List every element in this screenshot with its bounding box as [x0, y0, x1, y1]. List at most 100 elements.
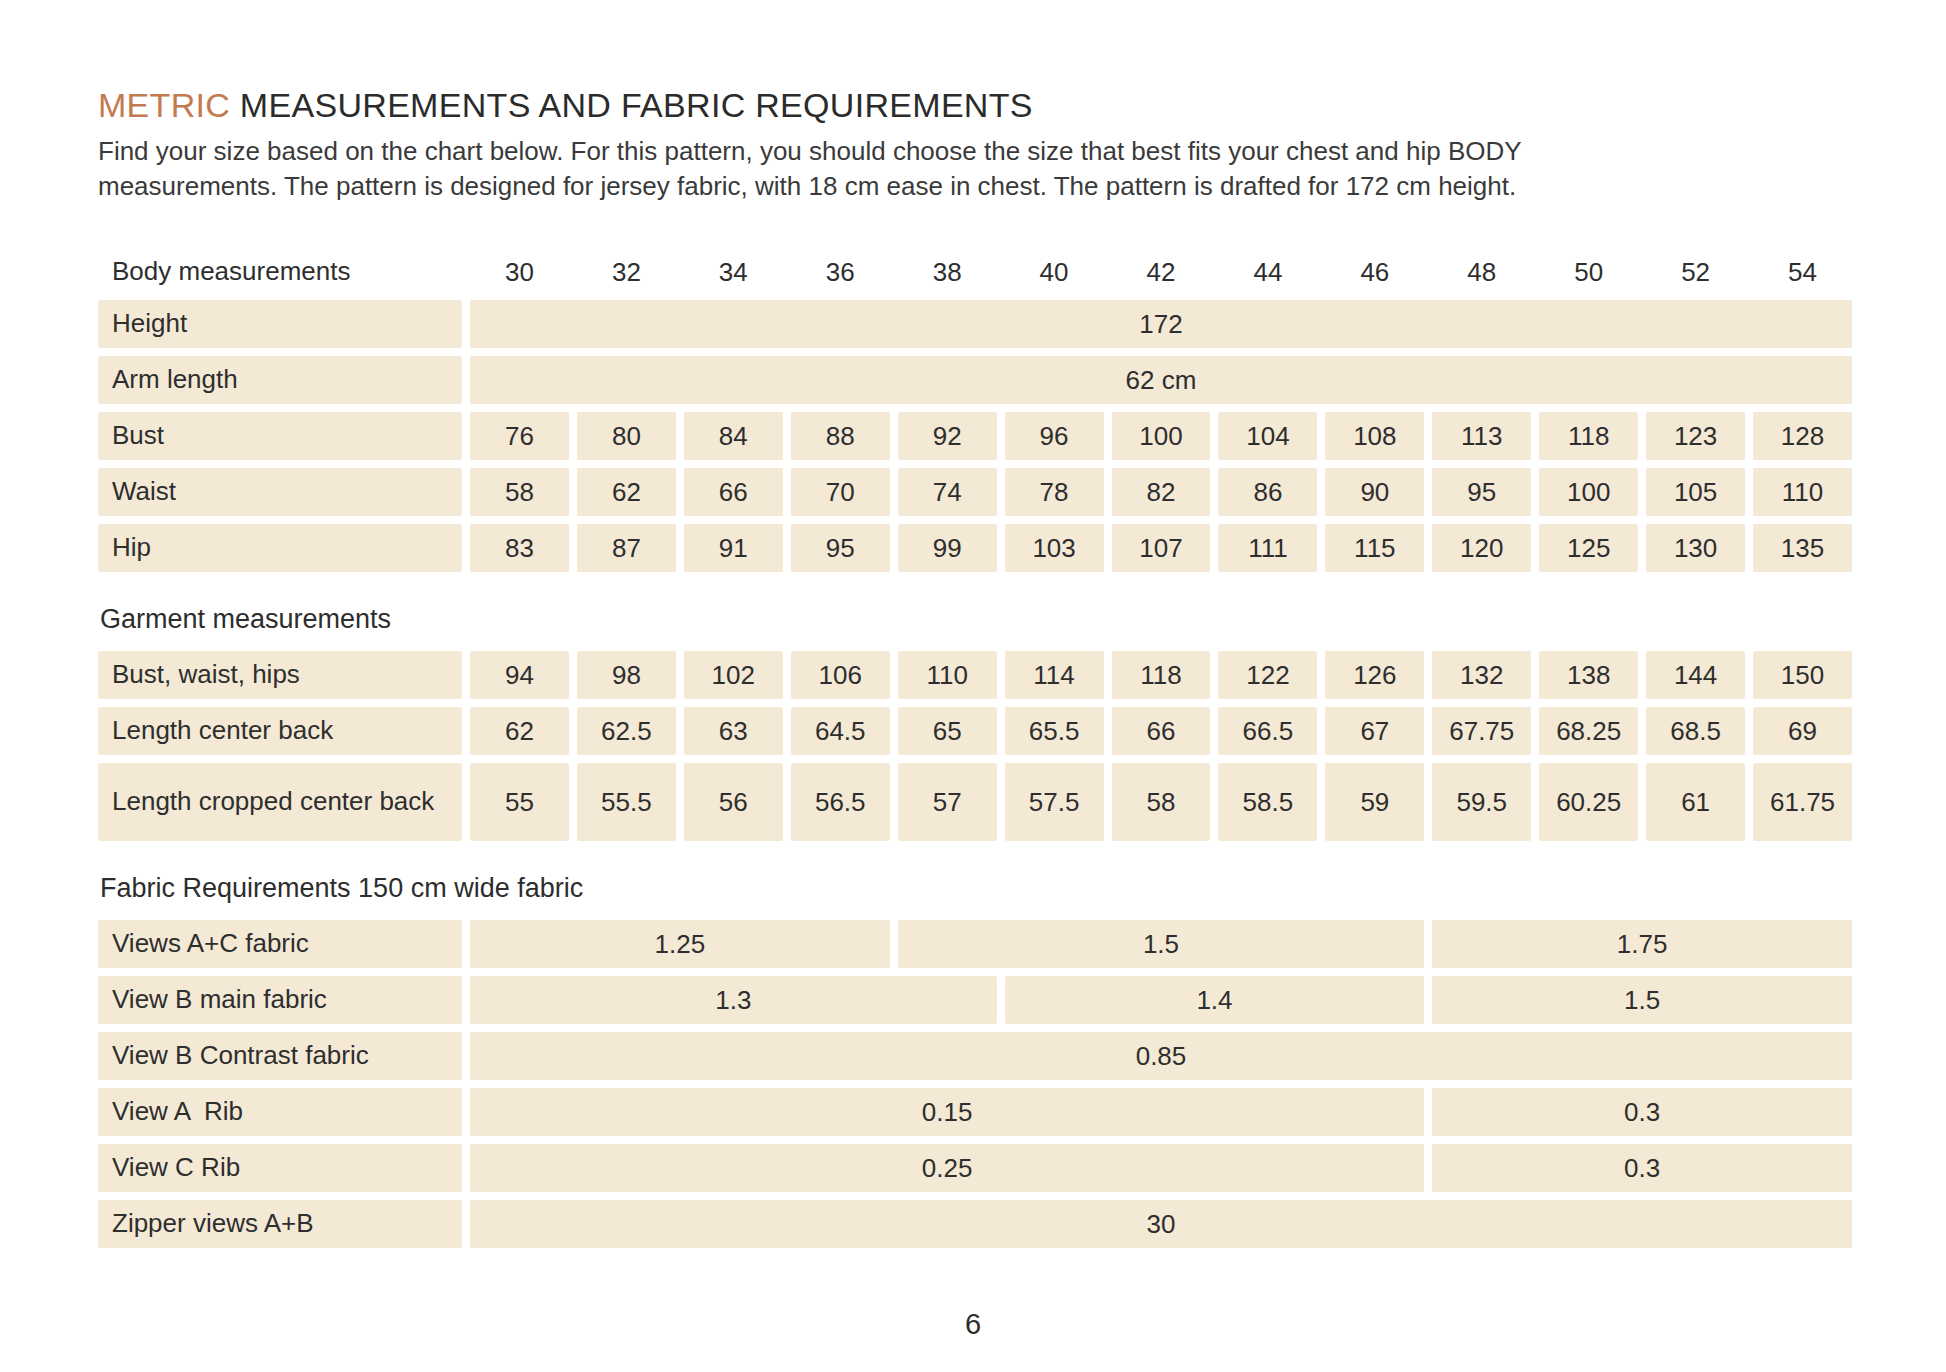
- page-title-rest: MEASUREMENTS AND FABRIC REQUIREMENTS: [230, 86, 1033, 124]
- value-cell: 110: [1753, 468, 1852, 516]
- value-cell: 115: [1325, 524, 1424, 572]
- table-row: Length center back6262.56364.56565.56666…: [98, 707, 1852, 755]
- value-cell: 120: [1432, 524, 1531, 572]
- value-cell: 98: [577, 651, 676, 699]
- row-label: Waist: [98, 468, 462, 516]
- table-row: Height172: [98, 300, 1852, 348]
- value-cell: 65.5: [1005, 707, 1104, 755]
- value-cell: 67.75: [1432, 707, 1531, 755]
- value-cell: 172: [470, 300, 1852, 348]
- value-cell: 91: [684, 524, 783, 572]
- table-row: View A Rib0.150.3: [98, 1088, 1852, 1136]
- value-cell: 1.75: [1432, 920, 1852, 968]
- value-cell: 108: [1325, 412, 1424, 460]
- value-cell: 110: [898, 651, 997, 699]
- intro-paragraph: Find your size based on the chart below.…: [98, 134, 1852, 204]
- value-cell: 123: [1646, 412, 1745, 460]
- value-cell: 104: [1218, 412, 1317, 460]
- row-label: Bust: [98, 412, 462, 460]
- value-cell: 58.5: [1218, 763, 1317, 841]
- value-cell: 1.5: [898, 920, 1425, 968]
- value-cell: 62.5: [577, 707, 676, 755]
- size-column-header: 30: [470, 250, 569, 294]
- value-cell: 56.5: [791, 763, 890, 841]
- value-cell: 0.15: [470, 1088, 1424, 1136]
- page-title: METRIC MEASUREMENTS AND FABRIC REQUIREME…: [98, 86, 1852, 125]
- value-cell: 150: [1753, 651, 1852, 699]
- size-column-header: 38: [898, 250, 997, 294]
- value-cell: 90: [1325, 468, 1424, 516]
- value-cell: 88: [791, 412, 890, 460]
- page-number: 6: [0, 1308, 1946, 1341]
- size-column-header: 34: [684, 250, 783, 294]
- value-cell: 96: [1005, 412, 1104, 460]
- value-cell: 0.3: [1432, 1144, 1852, 1192]
- value-cell: 57: [898, 763, 997, 841]
- page-title-accent: METRIC: [98, 86, 230, 124]
- row-label: Views A+C fabric: [98, 920, 462, 968]
- value-cell: 61: [1646, 763, 1745, 841]
- row-label: View B main fabric: [98, 976, 462, 1024]
- value-cell: 130: [1646, 524, 1745, 572]
- value-cell: 100: [1539, 468, 1638, 516]
- value-cell: 95: [1432, 468, 1531, 516]
- value-cell: 64.5: [791, 707, 890, 755]
- value-cell: 61.75: [1753, 763, 1852, 841]
- value-cell: 111: [1218, 524, 1317, 572]
- size-chart-table: Body measurements30323436384042444648505…: [98, 250, 1852, 1248]
- value-cell: 87: [577, 524, 676, 572]
- section-header: Fabric Requirements 150 cm wide fabric: [98, 849, 1852, 920]
- value-cell: 76: [470, 412, 569, 460]
- value-cell: 62 cm: [470, 356, 1852, 404]
- size-column-header: 44: [1218, 250, 1317, 294]
- value-cell: 1.3: [470, 976, 997, 1024]
- size-column-header: 46: [1325, 250, 1424, 294]
- value-cell: 128: [1753, 412, 1852, 460]
- value-cell: 68.25: [1539, 707, 1638, 755]
- value-cell: 107: [1112, 524, 1211, 572]
- value-cell: 66: [684, 468, 783, 516]
- value-cell: 58: [470, 468, 569, 516]
- value-cell: 66: [1112, 707, 1211, 755]
- table-row: Bust, waist, hips94981021061101141181221…: [98, 651, 1852, 699]
- page-content: METRIC MEASUREMENTS AND FABRIC REQUIREME…: [98, 86, 1852, 1256]
- value-cell: 80: [577, 412, 676, 460]
- value-cell: 113: [1432, 412, 1531, 460]
- value-cell: 30: [470, 1200, 1852, 1248]
- table-row: Arm length62 cm: [98, 356, 1852, 404]
- value-cell: 78: [1005, 468, 1104, 516]
- intro-line: Find your size based on the chart below.…: [98, 134, 1852, 169]
- value-cell: 86: [1218, 468, 1317, 516]
- value-cell: 62: [577, 468, 676, 516]
- value-cell: 74: [898, 468, 997, 516]
- value-cell: 82: [1112, 468, 1211, 516]
- value-cell: 65: [898, 707, 997, 755]
- value-cell: 103: [1005, 524, 1104, 572]
- value-cell: 55.5: [577, 763, 676, 841]
- value-cell: 1.5: [1432, 976, 1852, 1024]
- value-cell: 83: [470, 524, 569, 572]
- size-column-header: 40: [1005, 250, 1104, 294]
- row-label: Hip: [98, 524, 462, 572]
- value-cell: 95: [791, 524, 890, 572]
- row-label: Bust, waist, hips: [98, 651, 462, 699]
- value-cell: 70: [791, 468, 890, 516]
- value-cell: 62: [470, 707, 569, 755]
- size-column-header: 32: [577, 250, 676, 294]
- table-row: View B Contrast fabric0.85: [98, 1032, 1852, 1080]
- intro-line: measurements. The pattern is designed fo…: [98, 169, 1852, 204]
- row-label: Length cropped center back: [98, 763, 462, 841]
- table-row: View B main fabric1.31.41.5: [98, 976, 1852, 1024]
- size-column-header: 48: [1432, 250, 1531, 294]
- column-header-label: Body measurements: [98, 250, 462, 294]
- value-cell: 60.25: [1539, 763, 1638, 841]
- value-cell: 68.5: [1646, 707, 1745, 755]
- value-cell: 84: [684, 412, 783, 460]
- value-cell: 122: [1218, 651, 1317, 699]
- row-label: Height: [98, 300, 462, 348]
- size-column-header: 50: [1539, 250, 1638, 294]
- value-cell: 69: [1753, 707, 1852, 755]
- value-cell: 126: [1325, 651, 1424, 699]
- value-cell: 114: [1005, 651, 1104, 699]
- value-cell: 118: [1112, 651, 1211, 699]
